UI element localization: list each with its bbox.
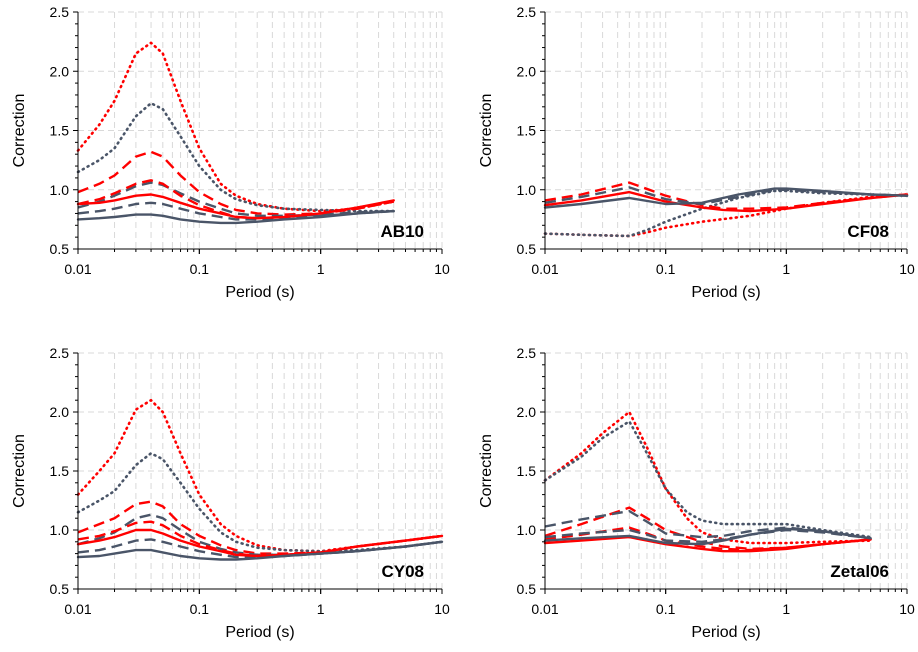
y-tick-label: 2.5 <box>517 345 537 361</box>
series-line-red-solid <box>543 190 909 213</box>
y-tick-label: 1.0 <box>50 182 70 198</box>
y-axis-title: Correction <box>478 434 495 508</box>
y-tick-label: 2.5 <box>50 345 70 361</box>
y-tick-label: 2.0 <box>517 404 537 420</box>
y-tick-label: 0.5 <box>50 241 70 257</box>
chart-panel-cf08: 0.5 1.0 1.5 2.0 2.5 0.01 0.1 1 10 Period (s) Corre… <box>478 4 915 301</box>
series-line-red-solid <box>76 193 395 220</box>
chart-panel-cy08: 0.5 1.0 1.5 2.0 2.5 0.01 0.1 1 10 Period (s) Corre… <box>11 345 450 641</box>
series-line-red-dashed <box>544 181 908 210</box>
series-line-red-dotted <box>543 410 872 545</box>
series-line-red-dotted <box>76 398 444 553</box>
series-group <box>76 41 395 225</box>
panel-label: Zetal06 <box>830 562 889 581</box>
y-tick-label: 1.0 <box>50 522 70 538</box>
x-tick-label: 0.1 <box>190 261 210 277</box>
series-line-red-solid <box>76 528 444 558</box>
series-line-red-solid <box>543 535 872 553</box>
series-line-gray-solid <box>543 527 872 546</box>
y-tick-label: 1.5 <box>50 463 70 479</box>
x-tick-label: 10 <box>899 261 915 277</box>
x-tick-label: 0.1 <box>190 601 210 617</box>
y-tick-label: 2.5 <box>517 4 537 20</box>
chart-panel-zetal06: 0.5 1.0 1.5 2.0 2.5 0.01 0.1 1 10 Period (s) Corre… <box>478 345 915 641</box>
x-axis-title: Period (s) <box>225 624 294 641</box>
y-tick-label: 2.0 <box>50 63 70 79</box>
y-tick-label: 2.5 <box>50 4 70 20</box>
y-tick-label: 1.0 <box>517 182 537 198</box>
series-line-gray-solid <box>76 540 444 561</box>
x-axis-title: Period (s) <box>691 284 760 301</box>
y-tick-label: 2.0 <box>50 404 70 420</box>
grid <box>545 352 908 589</box>
y-axis-title: Correction <box>478 94 495 168</box>
y-tick-label: 1.5 <box>517 123 537 139</box>
series-line-red-dashed <box>77 500 443 555</box>
series-group <box>76 398 444 561</box>
x-tick-label: 0.01 <box>64 601 91 617</box>
x-tick-label: 0.1 <box>656 601 676 617</box>
chart-panel-ab10: 0.5 1.0 1.5 2.0 2.5 0.01 0.1 1 10 Period (s) Corre… <box>11 4 450 301</box>
panel-label: AB10 <box>381 222 424 241</box>
y-axis-title: Correction <box>11 94 28 168</box>
series-line-red-dotted <box>76 41 395 213</box>
y-tick-label: 1.5 <box>50 123 70 139</box>
x-tick-label: 10 <box>434 601 450 617</box>
series-group <box>543 181 909 238</box>
y-tick-label: 1.0 <box>517 522 537 538</box>
y-tick-label: 0.5 <box>517 581 537 597</box>
series-line-gray-dashed <box>544 509 871 540</box>
panel-label: CY08 <box>381 562 424 581</box>
series-line-red-dashed <box>77 520 443 558</box>
series-line-gray-dotted <box>76 101 395 213</box>
grid <box>78 11 443 249</box>
x-tick-label: 0.01 <box>64 261 91 277</box>
series-line-gray-solid <box>76 209 395 225</box>
y-tick-label: 1.5 <box>517 463 537 479</box>
x-tick-label: 1 <box>317 261 325 277</box>
x-tick-label: 10 <box>899 601 915 617</box>
y-axis-title: Correction <box>11 434 28 508</box>
x-tick-label: 0.1 <box>656 261 676 277</box>
x-tick-label: 1 <box>782 261 790 277</box>
x-axis-title: Period (s) <box>691 624 760 641</box>
panel-label: CF08 <box>847 222 889 241</box>
x-axis-title: Period (s) <box>225 284 294 301</box>
x-tick-label: 1 <box>317 601 325 617</box>
x-tick-label: 0.01 <box>531 601 558 617</box>
series-line-gray-dashed <box>77 201 394 221</box>
series-line-gray-solid <box>543 187 909 209</box>
y-tick-label: 0.5 <box>50 581 70 597</box>
grid <box>545 11 908 249</box>
y-tick-label: 0.5 <box>517 241 537 257</box>
x-tick-label: 10 <box>434 261 450 277</box>
series-line-gray-dotted <box>76 452 444 553</box>
series-group <box>543 410 872 553</box>
x-tick-label: 0.01 <box>531 261 558 277</box>
series-line-gray-dotted <box>543 420 872 539</box>
y-tick-label: 2.0 <box>517 63 537 79</box>
x-tick-label: 1 <box>782 601 790 617</box>
